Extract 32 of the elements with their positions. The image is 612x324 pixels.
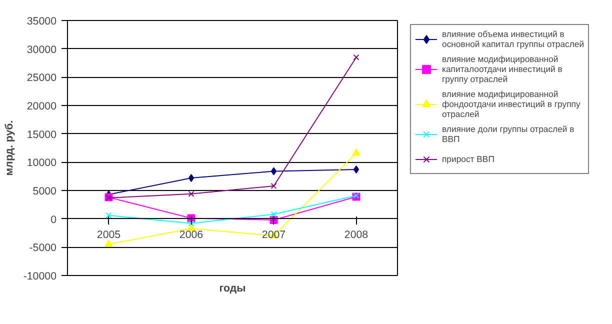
point: [353, 166, 360, 174]
y-tick-label: 15000: [26, 128, 57, 141]
point: [352, 148, 360, 156]
x-tick-label: 2006: [179, 228, 204, 241]
legend-label: влияние доли группы отраслей в ВВП: [442, 124, 574, 144]
x-tick-label: 2008: [344, 228, 368, 241]
point: [353, 54, 360, 60]
y-tick-label: -5000: [29, 242, 57, 254]
y-tick-label: 0: [50, 214, 57, 226]
point: [106, 212, 112, 218]
x-axis-title: годы: [219, 282, 246, 294]
point: [188, 220, 194, 226]
legend-label: влияние объема инвестиций в основной капитал группы отраслей: [442, 29, 584, 49]
point: [270, 211, 277, 218]
y-axis-title: млрд. руб.: [3, 120, 16, 176]
legend-label: влияние модифицированной фондоотдачи инвестиций в группу отраслей: [442, 89, 580, 119]
legend-label: влияние модифицированной капиталоотдачи инвестиций в группу отраслей: [442, 54, 562, 84]
point: [270, 167, 277, 176]
y-tick-label: 20000: [26, 100, 57, 112]
y-tick-label: 25000: [26, 72, 57, 84]
point: [188, 174, 194, 182]
point: [187, 224, 196, 231]
point: [104, 240, 113, 247]
point: [270, 182, 277, 189]
y-tick-label: 30000: [26, 44, 57, 56]
y-tick-label: 5000: [32, 186, 57, 198]
y-tick-label: 35000: [26, 16, 57, 28]
legend-label: прирост ВВП: [442, 154, 494, 164]
y-tick-label: -10000: [23, 270, 57, 282]
y-tick-label: 10000: [26, 157, 57, 170]
point: [188, 190, 194, 197]
x-tick-label: 2005: [96, 228, 121, 241]
